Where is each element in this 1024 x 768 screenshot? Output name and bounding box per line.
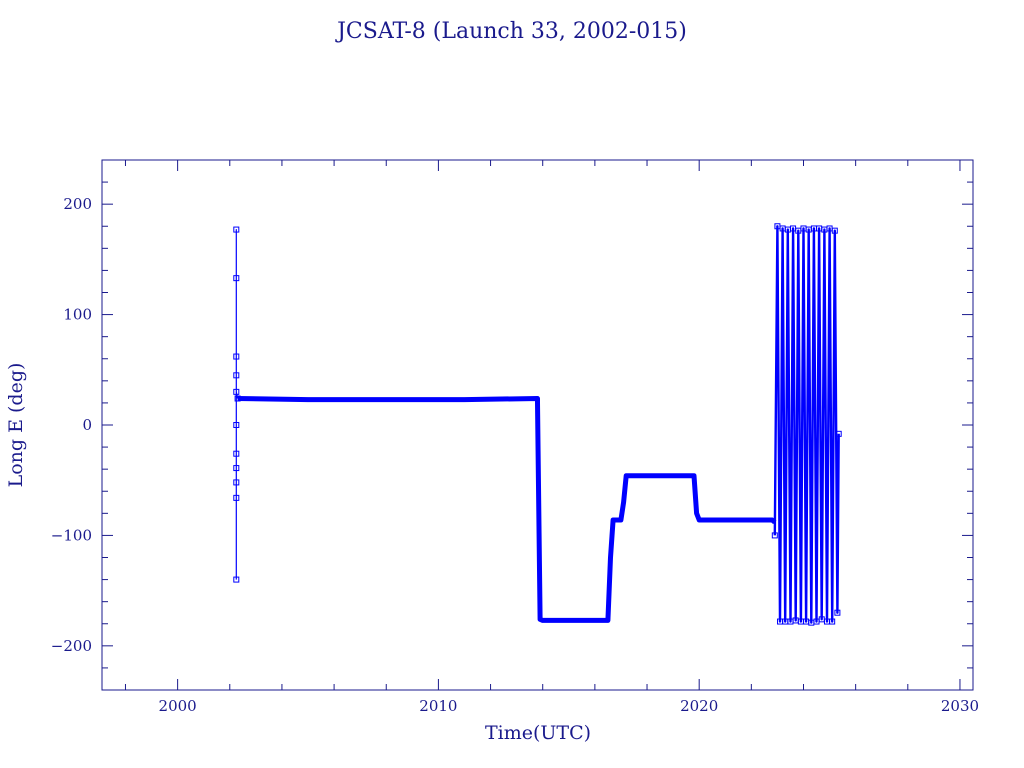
y-tick-labels: −200 −100 0 100 200 — [51, 195, 92, 655]
data-point — [771, 532, 778, 539]
x-tick-label: 2000 — [159, 697, 197, 715]
data-point — [233, 450, 240, 457]
series-line-1 — [237, 396, 777, 623]
plot-area — [233, 223, 842, 626]
y-tick-label: 200 — [63, 195, 92, 213]
x-tick-label: 2010 — [419, 697, 457, 715]
y-axis-label: Long E (deg) — [5, 363, 27, 488]
data-point — [835, 430, 842, 437]
axis-ticks — [102, 159, 973, 691]
data-point — [233, 576, 240, 583]
series-line-0 — [235, 229, 239, 580]
y-tick-label: 0 — [82, 416, 92, 434]
data-point — [233, 494, 240, 501]
data-point — [233, 353, 240, 360]
data-point — [834, 609, 841, 616]
data-point — [831, 227, 838, 234]
data-point — [233, 388, 240, 395]
x-axis-label: Time(UTC) — [485, 722, 591, 744]
x-tick-label: 2020 — [680, 697, 718, 715]
series-line-2 — [773, 225, 840, 624]
y-tick-label: −100 — [51, 526, 92, 544]
data-point — [233, 275, 240, 282]
x-tick-labels: 2000 2010 2020 2030 — [159, 697, 980, 715]
data-point — [233, 465, 240, 472]
y-tick-label: −200 — [51, 637, 92, 655]
data-point — [233, 479, 240, 486]
data-point — [829, 618, 836, 625]
data-point — [233, 422, 240, 428]
x-tick-label: 2030 — [941, 697, 979, 715]
chart-title: JCSAT-8 (Launch 33, 2002-015) — [335, 19, 687, 44]
data-point — [233, 226, 240, 233]
data-point — [233, 372, 240, 379]
y-tick-label: 100 — [63, 306, 92, 324]
